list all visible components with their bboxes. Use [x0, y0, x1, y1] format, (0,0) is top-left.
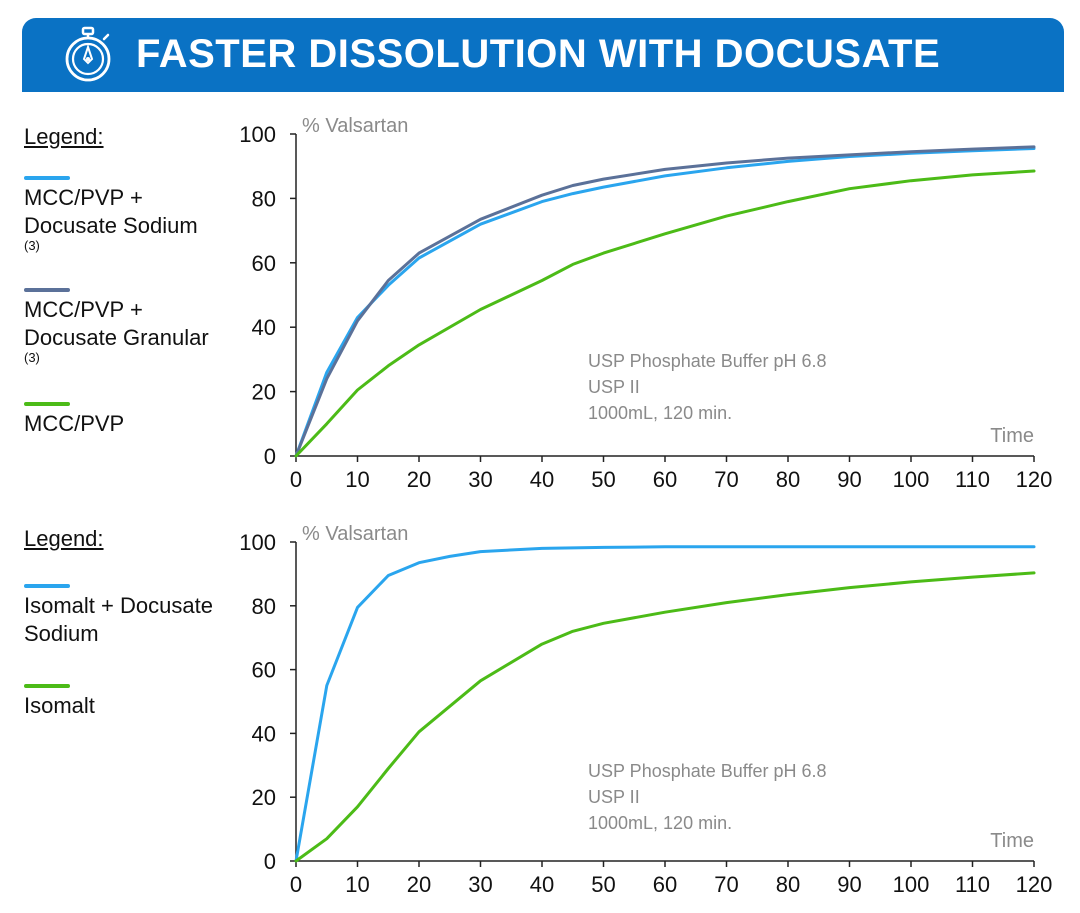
y-tick-label: 20: [252, 785, 276, 810]
x-tick-label: 50: [591, 872, 615, 897]
x-tick-label: 40: [530, 467, 554, 492]
x-axis-label: Time: [990, 425, 1034, 447]
y-tick-label: 100: [239, 530, 276, 555]
x-tick-label: 110: [955, 467, 990, 492]
legend-swatch: [24, 684, 70, 688]
legend-swatch: [24, 402, 70, 406]
x-tick-label: 80: [776, 467, 800, 492]
legend-swatch: [24, 288, 70, 292]
series-line-1: [294, 145, 1036, 458]
legend-label: MCC/PVP: [24, 411, 125, 436]
header-banner: FASTER DISSOLUTION WITH DOCUSATE: [22, 18, 1064, 92]
y-tick-label: 80: [252, 186, 276, 211]
legend-item-docusate-granular: MCC/PVP + Docusate Granular (3): [24, 288, 239, 364]
conditions-annotation: 1000mL, 120 min.: [588, 813, 732, 833]
y-tick-label: 40: [252, 721, 276, 746]
y-tick-label: 20: [252, 380, 276, 405]
conditions-annotation: 1000mL, 120 min.: [588, 403, 732, 423]
x-tick-label: 10: [345, 467, 369, 492]
x-tick-label: 30: [468, 467, 492, 492]
x-tick-label: 80: [776, 872, 800, 897]
legend-label: MCC/PVP + Docusate Sodium: [24, 185, 198, 238]
x-tick-label: 100: [893, 872, 930, 897]
conditions-annotation: USP Phosphate Buffer pH 6.8: [588, 761, 827, 781]
conditions-annotation: USP Phosphate Buffer pH 6.8: [588, 351, 827, 371]
legend-note: (3): [24, 238, 40, 253]
page-title: FASTER DISSOLUTION WITH DOCUSATE: [136, 32, 941, 76]
x-tick-label: 30: [468, 872, 492, 897]
series-line-0: [294, 545, 1036, 863]
y-axis-label: % Valsartan: [302, 115, 408, 137]
legend-heading: Legend:: [24, 124, 104, 149]
x-tick-label: 120: [1016, 467, 1053, 492]
y-tick-label: 80: [252, 594, 276, 619]
legend-item-isomalt: Isomalt: [24, 684, 95, 720]
x-tick-label: 70: [714, 872, 738, 897]
y-tick-label: 60: [252, 251, 276, 276]
legend-heading: Legend:: [24, 526, 104, 551]
x-tick-label: 40: [530, 872, 554, 897]
y-tick-label: 100: [239, 122, 276, 147]
legend-label: Isomalt: [24, 693, 95, 718]
y-axis-label: % Valsartan: [302, 523, 408, 545]
x-tick-label: 90: [837, 467, 861, 492]
legend-top: Legend: MCC/PVP + Docusate Sodium (3) MC…: [24, 120, 244, 440]
x-tick-label: 20: [407, 467, 431, 492]
legend-label: Isomalt + Docusate Sodium: [24, 593, 213, 646]
conditions-annotation: USP II: [588, 787, 640, 807]
series-line-2: [294, 169, 1036, 458]
legend-note: (3): [24, 350, 40, 365]
legend-item-isomalt-docusate: Isomalt + Docusate Sodium: [24, 584, 234, 648]
y-tick-label: 0: [264, 849, 276, 874]
legend-bottom: Legend: Isomalt + Docusate Sodium Isomal…: [24, 524, 244, 744]
legend-swatch: [24, 176, 70, 180]
y-tick-label: 0: [264, 444, 276, 469]
x-tick-label: 90: [837, 872, 861, 897]
y-tick-label: 40: [252, 315, 276, 340]
legend-item-mcc-pvp: MCC/PVP: [24, 402, 124, 438]
x-tick-label: 60: [653, 872, 677, 897]
x-tick-label: 110: [955, 872, 990, 897]
x-tick-label: 100: [893, 467, 930, 492]
stopwatch-icon: [65, 26, 111, 82]
x-tick-label: 10: [345, 872, 369, 897]
x-tick-label: 120: [1016, 872, 1053, 897]
x-tick-label: 60: [653, 467, 677, 492]
x-tick-label: 0: [290, 872, 302, 897]
legend-swatch: [24, 584, 70, 588]
series-line-1: [294, 571, 1036, 863]
legend-item-docusate-sodium: MCC/PVP + Docusate Sodium (3): [24, 176, 234, 252]
conditions-annotation: USP II: [588, 377, 640, 397]
x-tick-label: 0: [290, 467, 302, 492]
x-tick-label: 70: [714, 467, 738, 492]
x-tick-label: 50: [591, 467, 615, 492]
x-tick-label: 20: [407, 872, 431, 897]
y-tick-label: 60: [252, 658, 276, 683]
x-axis-label: Time: [990, 830, 1034, 852]
legend-label: MCC/PVP + Docusate Granular: [24, 297, 209, 350]
